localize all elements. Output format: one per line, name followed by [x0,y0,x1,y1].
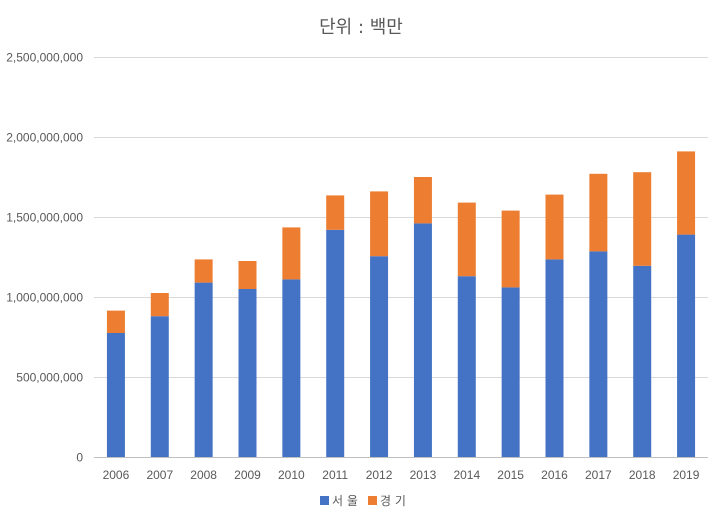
x-tick-label: 2007 [146,468,173,482]
x-tick-label: 2006 [103,468,130,482]
legend-swatch [368,496,377,505]
bar-gyeonggi-2006 [106,310,125,333]
x-tick-label: 2013 [410,468,437,482]
x-tick-label: 2010 [278,468,305,482]
y-tick-label: 0 [76,451,83,465]
bar-seoul-2011 [326,229,345,457]
bar-gyeonggi-2009 [238,261,257,289]
chart-title: 단위 : 백만 [319,17,403,38]
bar-gyeonggi-2008 [194,259,213,283]
bar-seoul-2013 [413,223,432,457]
bar-seoul-2012 [370,256,389,457]
x-tick-label: 2017 [585,468,612,482]
x-tick-label: 2011 [322,468,348,482]
y-tick-label: 2,500,000,000 [6,51,83,65]
bar-gyeonggi-2010 [282,227,301,280]
y-tick-label: 1,500,000,000 [6,211,83,225]
bar-gyeonggi-2017 [589,173,608,252]
bar-seoul-2016 [545,259,564,457]
bar-seoul-2008 [194,282,213,457]
x-tick-label: 2015 [497,468,524,482]
bar-gyeonggi-2013 [413,177,432,224]
legend-swatch [320,496,329,505]
y-tick-label: 2,000,000,000 [6,131,83,145]
gridlines [94,57,708,458]
bar-seoul-2017 [589,251,608,457]
bar-seoul-2007 [150,316,169,457]
bar-seoul-2019 [677,234,696,457]
legend-label: 서 울 [332,494,358,508]
bar-seoul-2010 [282,279,301,457]
bar-gyeonggi-2007 [150,293,169,317]
bar-seoul-2015 [501,287,520,457]
bar-gyeonggi-2019 [677,151,696,235]
bar-gyeonggi-2015 [501,210,520,288]
x-axis-ticks: 2006 2007 2008 2009 2010 2011 2012 2013 2014 2015… [103,468,700,482]
x-tick-label: 2016 [541,468,568,482]
bar-seoul-2006 [106,333,125,457]
x-tick-label: 2018 [629,468,656,482]
bar-gyeonggi-2011 [326,195,345,230]
x-tick-label: 2019 [673,468,700,482]
x-tick-label: 2009 [234,468,261,482]
y-tick-label: 500,000,000 [16,371,83,385]
x-tick-label: 2008 [190,468,217,482]
bar-gyeonggi-2016 [545,194,564,260]
x-tick-label: 2012 [366,468,393,482]
bar-seoul-2009 [238,289,257,457]
legend-label: 경 기 [380,494,406,508]
bar-seoul-2014 [457,276,476,457]
bars [106,151,696,457]
y-axis-ticks: 0 500,000,000 1,000,000,000 1,500,000,000 2,… [6,51,83,465]
bar-gyeonggi-2012 [370,191,389,257]
bar-gyeonggi-2018 [633,172,652,266]
x-tick-label: 2014 [453,468,480,482]
y-tick-label: 1,000,000,000 [6,291,83,305]
bar-seoul-2018 [633,265,652,457]
bar-gyeonggi-2014 [457,202,476,277]
